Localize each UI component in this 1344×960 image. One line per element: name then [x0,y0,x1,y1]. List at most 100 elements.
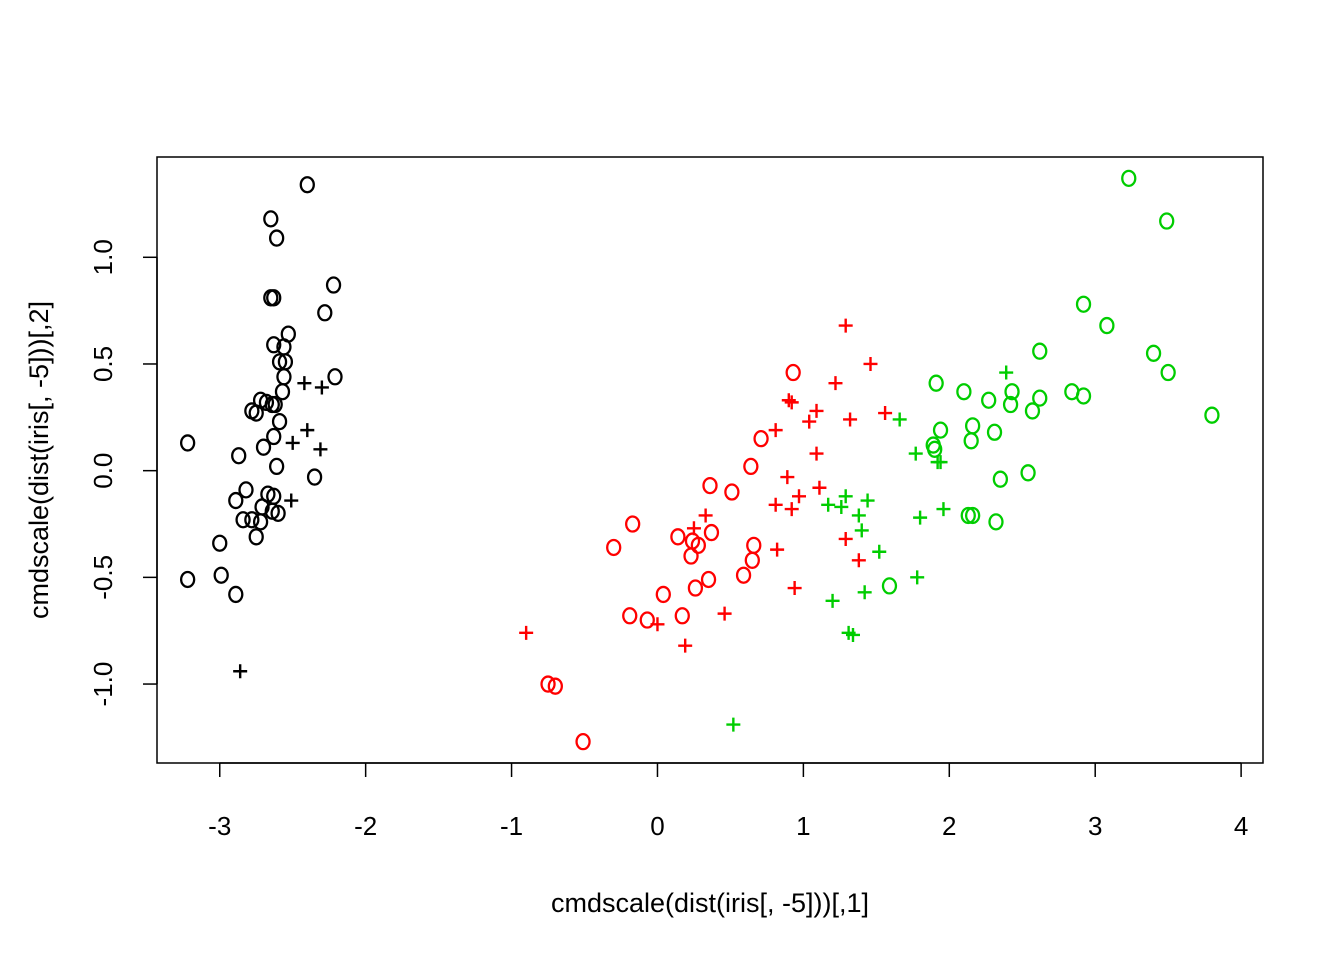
point-circle-marker [927,440,943,458]
point-circle-marker [703,523,720,542]
point-circle-marker [1159,212,1175,230]
point-circle-marker [212,534,228,552]
point-circle-marker [267,395,283,414]
point-plus-marker [284,493,299,508]
point-circle-marker [932,421,949,439]
point-circle-marker [325,276,342,294]
point-plus-marker [519,625,534,640]
point-plus-marker [792,489,807,504]
point-circle-marker [964,506,981,525]
point-plus-marker [828,376,843,391]
x-tick-label: -2 [354,811,377,841]
point-plus-marker [809,403,824,418]
point-circle-marker [255,438,272,456]
y-tick-label: -1.0 [88,662,118,707]
x-tick-label: 4 [1234,811,1248,841]
series-1 [519,318,893,751]
y-axis-title: cmdscale(dist(iris[, -5]))[,2] [24,301,54,619]
point-plus-marker [838,531,853,546]
point-circle-marker [960,506,976,525]
point-circle-marker [986,423,1003,441]
point-circle-marker [248,528,264,546]
point-circle-marker [1099,316,1115,335]
point-circle-marker [625,515,641,533]
point-circle-marker [1024,402,1041,420]
point-plus-marker [854,523,869,538]
point-plus-marker [863,356,878,371]
point-circle-marker [785,363,801,382]
point-circle-marker [540,675,556,693]
point-circle-marker [724,483,740,501]
point-circle-marker [963,432,979,450]
point-plus-marker [821,497,836,512]
point-plus-marker [812,480,827,495]
point-circle-marker [238,481,254,499]
point-plus-marker [770,542,785,557]
point-plus-marker [834,499,849,514]
point-plus-marker [910,570,925,585]
point-circle-marker [674,607,690,625]
point-circle-marker [735,566,752,584]
point-circle-marker [956,383,972,401]
point-circle-marker [670,528,686,546]
point-plus-marker [838,489,853,504]
point-circle-marker [1075,387,1092,405]
point-circle-marker [266,427,282,446]
series-2 [726,169,1220,732]
point-circle-marker [622,607,638,625]
point-circle-marker [1002,395,1019,414]
x-tick-label: 3 [1088,811,1102,841]
point-circle-marker [753,430,769,448]
point-circle-marker [1204,406,1220,424]
point-plus-marker [726,717,741,732]
point-circle-marker [274,383,291,401]
series-0 [179,176,343,679]
point-circle-marker [1032,389,1048,407]
point-plus-marker [851,508,866,523]
points-layer [179,169,1220,751]
point-circle-marker [268,229,285,247]
point-circle-marker [213,566,229,584]
point-circle-marker [683,547,699,565]
point-circle-marker [271,412,288,431]
x-tick-label: -1 [500,811,523,841]
point-circle-marker [266,289,282,307]
point-plus-marker [857,585,872,600]
point-plus-marker [313,442,328,457]
point-plus-marker [999,365,1014,380]
point-plus-marker [933,455,948,470]
x-tick-label: 0 [650,811,664,841]
point-circle-marker [1020,464,1036,482]
point-plus-marker [686,521,701,536]
point-plus-marker [314,380,329,395]
point-circle-marker [743,457,759,476]
point-circle-marker [1145,344,1162,362]
point-plus-marker [717,606,732,621]
point-circle-marker [988,513,1004,531]
point-circle-marker [263,210,279,228]
point-plus-marker [845,627,860,642]
point-plus-marker [838,318,853,333]
point-circle-marker [744,551,760,569]
point-plus-marker [784,395,799,410]
point-circle-marker [231,447,247,465]
point-circle-marker [981,391,997,409]
point-plus-marker [892,412,907,427]
point-plus-marker [872,544,887,559]
point-plus-marker [851,553,866,568]
y-tick-label: -0.5 [88,555,118,600]
point-plus-marker [860,493,875,508]
point-circle-marker [1075,295,1092,313]
point-circle-marker [1160,363,1176,382]
point-plus-marker [768,497,783,512]
point-circle-marker [235,511,251,529]
point-circle-marker [179,434,196,452]
point-plus-marker [936,502,951,517]
point-circle-marker [271,353,288,371]
point-plus-marker [843,412,858,427]
point-circle-marker [244,511,260,529]
point-circle-marker [306,468,323,486]
point-circle-marker [228,585,244,604]
